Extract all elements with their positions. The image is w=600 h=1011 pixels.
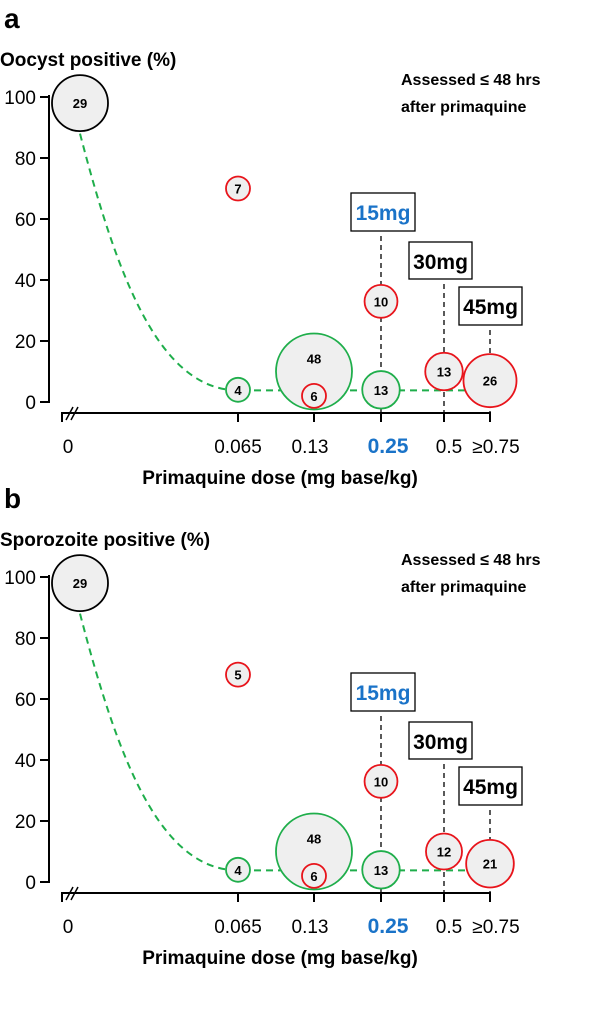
bubble-label: 7 xyxy=(234,182,241,197)
y-tick-label: 60 xyxy=(15,690,36,711)
bubble-label: 6 xyxy=(310,869,317,884)
bubble xyxy=(301,862,327,889)
panel-b: b Sporozoite positive (%) Assessed ≤ 48 hr… xyxy=(0,483,541,969)
bubble-label: 10 xyxy=(374,774,388,789)
dose-label-box xyxy=(458,286,523,326)
bubble-label: 26 xyxy=(483,374,497,389)
bubble xyxy=(424,351,464,392)
dose-label-box xyxy=(408,241,473,280)
y-axis-title: Sporozoite positive (%) xyxy=(0,530,210,551)
bubble xyxy=(275,812,353,891)
dose-label-text: 30mg xyxy=(413,251,468,274)
bubble xyxy=(225,376,251,403)
y-tick-label: 80 xyxy=(15,629,36,650)
bubble-label: 48 xyxy=(307,832,321,847)
x-tick-label: 0.065 xyxy=(214,437,262,458)
bubble xyxy=(425,832,463,871)
bubble xyxy=(225,661,251,688)
annotation-line-1: Assessed ≤ 48 hrs xyxy=(401,72,541,89)
axis-break-icon xyxy=(65,406,79,421)
bubble xyxy=(462,353,518,409)
y-tick-label: 80 xyxy=(15,149,36,170)
bubble xyxy=(361,850,401,890)
x-tick-label: 0 xyxy=(63,437,74,458)
x-tick-label: 0.13 xyxy=(292,917,329,938)
annotation-line-2: after primaquine xyxy=(401,579,526,596)
y-tick-label: 100 xyxy=(4,88,36,109)
annotation-line-1: Assessed ≤ 48 hrs xyxy=(401,552,541,569)
dose-label-box xyxy=(408,721,473,760)
bubble xyxy=(361,370,401,410)
y-tick-label: 40 xyxy=(15,271,36,292)
bubble-label: 48 xyxy=(307,352,321,367)
bubble-label: 12 xyxy=(437,845,451,860)
x-tick-label: 0 xyxy=(63,917,74,938)
dose-label-text: 15mg xyxy=(356,682,411,705)
annotation-line-2: after primaquine xyxy=(401,99,526,116)
x-tick-label: 0.5 xyxy=(436,437,462,458)
bubble xyxy=(465,838,515,889)
y-tick-label: 20 xyxy=(15,332,36,353)
bubble-label: 4 xyxy=(234,863,242,878)
x-axis-title: Primaquine dose (mg base/kg) xyxy=(142,948,418,969)
y-tick-label: 60 xyxy=(15,210,36,231)
panel-label: b xyxy=(4,483,21,514)
y-tick-label: 100 xyxy=(4,568,36,589)
bubble-label: 29 xyxy=(73,576,87,591)
y-tick-label: 40 xyxy=(15,751,36,772)
y-axis-title: Oocyst positive (%) xyxy=(0,50,176,71)
dose-label-text: 30mg xyxy=(413,731,468,754)
y-tick-label: 0 xyxy=(25,873,36,894)
x-tick-label: 0.13 xyxy=(292,437,329,458)
x-tick-label: ≥0.75 xyxy=(472,437,519,458)
bubble-label: 13 xyxy=(437,365,451,380)
bubble-label: 6 xyxy=(310,389,317,404)
dose-label-text: 45mg xyxy=(463,296,518,319)
bubble xyxy=(363,764,399,799)
x-tick-label: ≥0.75 xyxy=(472,917,519,938)
bubble-label: 21 xyxy=(483,857,497,872)
x-axis-title: Primaquine dose (mg base/kg) xyxy=(142,468,418,489)
fitted-curve xyxy=(79,613,468,872)
bubble-label: 5 xyxy=(234,668,241,683)
y-tick-label: 20 xyxy=(15,812,36,833)
axis-break-icon xyxy=(65,886,79,901)
bubble-label: 13 xyxy=(374,863,388,878)
bubble-label: 29 xyxy=(73,96,87,111)
dose-label-text: 15mg xyxy=(356,202,411,225)
bubble xyxy=(51,554,109,613)
panel-label: a xyxy=(4,3,20,34)
x-tick-label: 0.5 xyxy=(436,917,462,938)
y-tick-label: 0 xyxy=(25,393,36,414)
bubble-label: 4 xyxy=(234,383,242,398)
bubble xyxy=(275,332,353,411)
panel-a: a Oocyst positive (%) Assessed ≤ 48 hrs aft… xyxy=(0,3,541,489)
bubble xyxy=(363,284,399,319)
dose-label-box xyxy=(350,672,416,712)
bubble-label: 13 xyxy=(374,383,388,398)
bubble-label: 10 xyxy=(374,294,388,309)
dose-label-box xyxy=(458,766,523,806)
fitted-curve xyxy=(79,133,468,392)
bubble xyxy=(51,74,109,133)
x-tick-label: 0.25 xyxy=(368,915,409,938)
x-tick-label: 0.25 xyxy=(368,435,409,458)
dose-label-text: 45mg xyxy=(463,776,518,799)
bubble xyxy=(225,856,251,883)
x-tick-label: 0.065 xyxy=(214,917,262,938)
bubble xyxy=(225,175,251,202)
dose-label-box xyxy=(350,192,416,232)
bubble xyxy=(301,382,327,409)
